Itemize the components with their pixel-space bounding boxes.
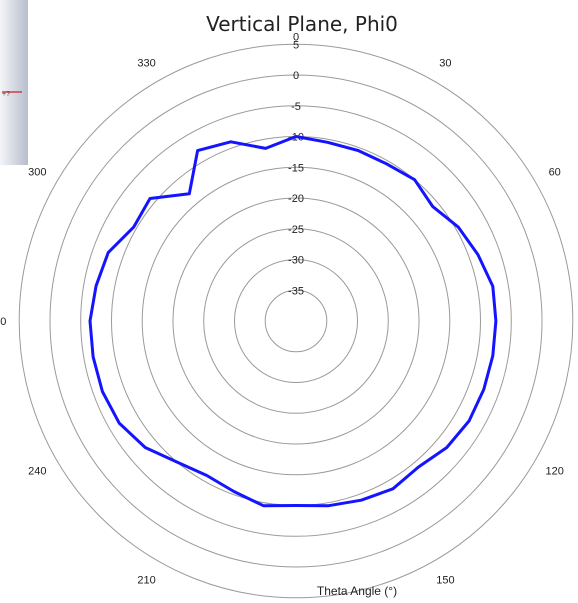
radial-tick-label: -15 (288, 162, 304, 174)
corner-marker-text: +? (2, 91, 10, 98)
radial-tick-labels: 50-5-10-15-20-25-30-35 (288, 39, 304, 297)
data-point (326, 141, 329, 144)
data-point (446, 446, 448, 449)
angle-tick-label: 210 (137, 575, 155, 587)
data-point (457, 226, 460, 228)
angle-tick-label: 150 (436, 575, 454, 587)
grid-ring (141, 166, 451, 476)
data-point (132, 226, 135, 228)
angle-tick-label: 300 (28, 167, 46, 179)
radial-tick-label: -25 (288, 224, 304, 236)
data-point (107, 251, 109, 254)
data-point (144, 446, 146, 449)
corner-widget: +? (0, 0, 28, 165)
series-layer (88, 135, 498, 508)
radial-tick-label: -35 (288, 285, 304, 297)
data-point (233, 490, 235, 493)
data-point (264, 147, 267, 150)
radial-tick-label: -20 (288, 193, 304, 205)
chart-title: Vertical Plane, Phi0 (206, 12, 398, 36)
data-point (176, 461, 179, 464)
data-point (149, 197, 151, 200)
data-point (492, 285, 494, 288)
angle-tick-label: 240 (28, 465, 46, 477)
grid-ring (234, 259, 358, 383)
data-point (492, 354, 494, 357)
data-point (392, 488, 394, 490)
angle-tick-label: 0 (293, 31, 299, 43)
data-point (295, 135, 297, 138)
angle-tick-label: 120 (546, 465, 564, 477)
angle-tick-labels: 0306090120150180210240270300330 (0, 31, 564, 587)
data-point (468, 420, 470, 422)
grid-ring (203, 228, 389, 414)
data-point (385, 163, 388, 165)
grid-ring (80, 105, 512, 537)
data-point (230, 141, 232, 143)
data-point (95, 285, 97, 287)
radial-tick-label: -30 (288, 255, 304, 267)
x-axis-label: Theta Angle (°) (317, 584, 397, 598)
angle-tick-label: 330 (137, 57, 155, 69)
corner-panel (0, 0, 28, 165)
data-point (495, 320, 497, 322)
data-point (327, 504, 330, 507)
data-point (360, 499, 363, 502)
radial-tick-label: 0 (293, 70, 299, 82)
radial-tick-label: 5 (293, 39, 299, 51)
angle-tick-label: 270 (0, 316, 6, 328)
grid-ring (111, 136, 481, 506)
data-point (483, 388, 485, 391)
data-point (357, 149, 359, 152)
grid-ring (172, 197, 420, 445)
radial-tick-label: -5 (291, 101, 301, 113)
data-point (118, 422, 120, 424)
data-point (101, 390, 104, 393)
data-point (417, 466, 420, 468)
data-point (413, 178, 416, 181)
angle-tick-label: 60 (549, 167, 561, 179)
data-point (262, 504, 265, 507)
data-point (477, 253, 479, 256)
data-point (89, 320, 91, 322)
grid-ring (264, 289, 328, 353)
data-point (431, 205, 434, 208)
data-point (206, 474, 208, 477)
data-point (188, 193, 191, 195)
grid-ring (49, 74, 543, 568)
grid-ring (18, 43, 574, 599)
data-point (196, 149, 199, 152)
polar-grid (18, 43, 574, 599)
series-line (88, 135, 498, 508)
data-point (92, 356, 94, 358)
data-point (295, 504, 297, 507)
angle-tick-label: 30 (439, 57, 451, 69)
